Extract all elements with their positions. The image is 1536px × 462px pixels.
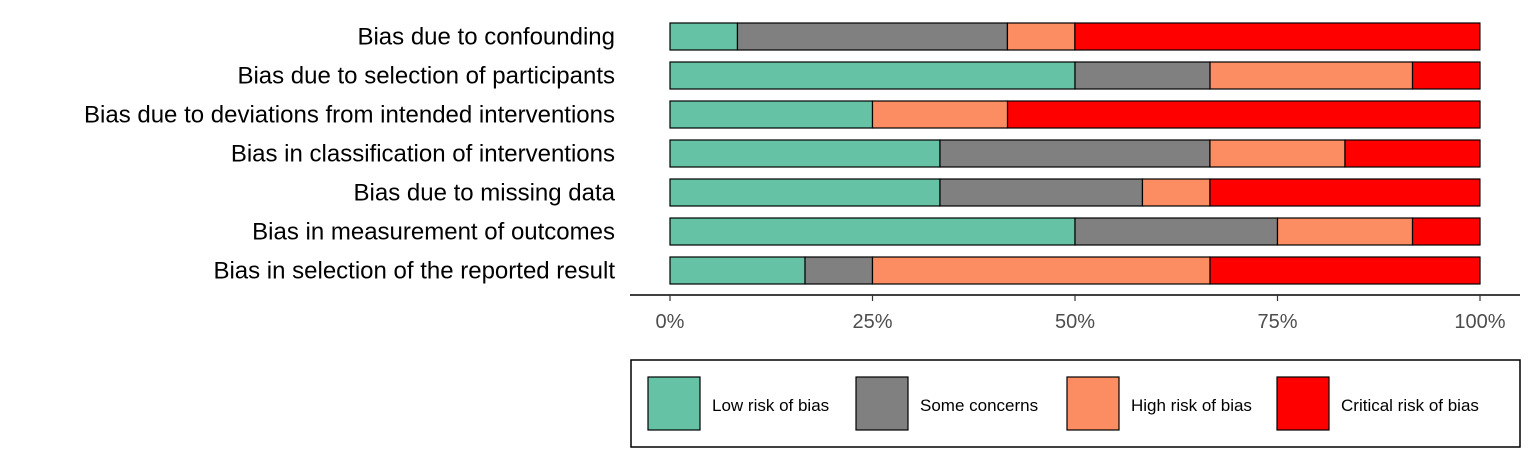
legend: Low risk of bias Some concerns High risk o…	[630, 359, 1521, 448]
legend-label: Critical risk of bias	[1341, 396, 1479, 415]
legend-swatch	[1276, 376, 1330, 431]
category-label: Bias in selection of the reported result	[213, 258, 615, 285]
legend-swatch	[1066, 376, 1120, 431]
bar-segment-low-risk-of-bias	[669, 61, 1076, 90]
bar-segment-some-concerns	[939, 139, 1211, 168]
bar-segment-high-risk-of-bias	[1209, 139, 1346, 168]
bar-segment-low-risk-of-bias	[669, 100, 874, 129]
bar-segment-low-risk-of-bias	[669, 22, 739, 51]
category-label: Bias due to confounding	[357, 24, 615, 51]
category-label: Bias due to deviations from intended int…	[84, 102, 615, 129]
bar-row-4	[669, 139, 1481, 168]
category-label: Bias due to missing data	[354, 180, 616, 207]
x-tick-label: 75%	[1257, 311, 1297, 333]
legend-label: High risk of bias	[1131, 396, 1252, 415]
bar-segment-critical-risk-of-bias	[1411, 61, 1481, 90]
bar-segment-some-concerns	[736, 22, 1009, 51]
legend-label: Low risk of bias	[712, 396, 829, 415]
bar-segment-critical-risk-of-bias	[1209, 256, 1481, 285]
legend-item-critical-risk-of-bias: Critical risk of bias	[1276, 376, 1479, 431]
bar-segment-critical-risk-of-bias	[1006, 100, 1481, 129]
bar-row-7	[669, 256, 1481, 285]
category-labels: Bias due to confounding Bias due to selec…	[84, 24, 616, 285]
legend-box	[630, 359, 1521, 448]
bar-segment-low-risk-of-bias	[669, 139, 941, 168]
bar-row-3	[669, 100, 1481, 129]
bars	[669, 22, 1481, 285]
bar-segment-high-risk-of-bias	[1276, 217, 1414, 246]
bar-row-6	[669, 217, 1481, 246]
category-label: Bias in classification of interventions	[231, 141, 615, 168]
bar-segment-some-concerns	[804, 256, 874, 285]
bar-segment-high-risk-of-bias	[871, 100, 1009, 129]
legend-label: Some concerns	[920, 396, 1038, 415]
bar-segment-low-risk-of-bias	[669, 217, 1076, 246]
legend-swatch	[855, 376, 909, 431]
bar-row-2	[669, 61, 1481, 90]
legend-item-some-concerns: Some concerns	[855, 376, 1038, 431]
x-tick-label: 100%	[1454, 311, 1505, 333]
x-axis-ticks: 0% 25% 50% 75% 100%	[656, 295, 1506, 333]
bar-segment-some-concerns	[1074, 61, 1211, 90]
bar-segment-some-concerns	[939, 178, 1144, 207]
category-label: Bias in measurement of outcomes	[252, 219, 615, 246]
bar-segment-critical-risk-of-bias	[1074, 22, 1481, 51]
bar-segment-high-risk-of-bias	[1209, 61, 1414, 90]
bar-segment-critical-risk-of-bias	[1344, 139, 1481, 168]
x-tick-label: 50%	[1055, 311, 1095, 333]
bar-segment-low-risk-of-bias	[669, 178, 941, 207]
legend-item-low-risk-of-bias: Low risk of bias	[647, 376, 829, 431]
legend-swatch	[647, 376, 701, 431]
bar-segment-some-concerns	[1074, 217, 1279, 246]
bar-segment-low-risk-of-bias	[669, 256, 806, 285]
bar-segment-high-risk-of-bias	[1006, 22, 1076, 51]
x-tick-label: 0%	[656, 311, 685, 333]
x-tick-label: 25%	[852, 311, 892, 333]
category-label: Bias due to selection of participants	[237, 63, 615, 90]
bar-row-5	[669, 178, 1481, 207]
bar-row-1	[669, 22, 1481, 51]
legend-item-high-risk-of-bias: High risk of bias	[1066, 376, 1252, 431]
bar-segment-high-risk-of-bias	[871, 256, 1211, 285]
bar-segment-high-risk-of-bias	[1141, 178, 1211, 207]
bar-segment-critical-risk-of-bias	[1209, 178, 1481, 207]
bar-segment-critical-risk-of-bias	[1411, 217, 1481, 246]
